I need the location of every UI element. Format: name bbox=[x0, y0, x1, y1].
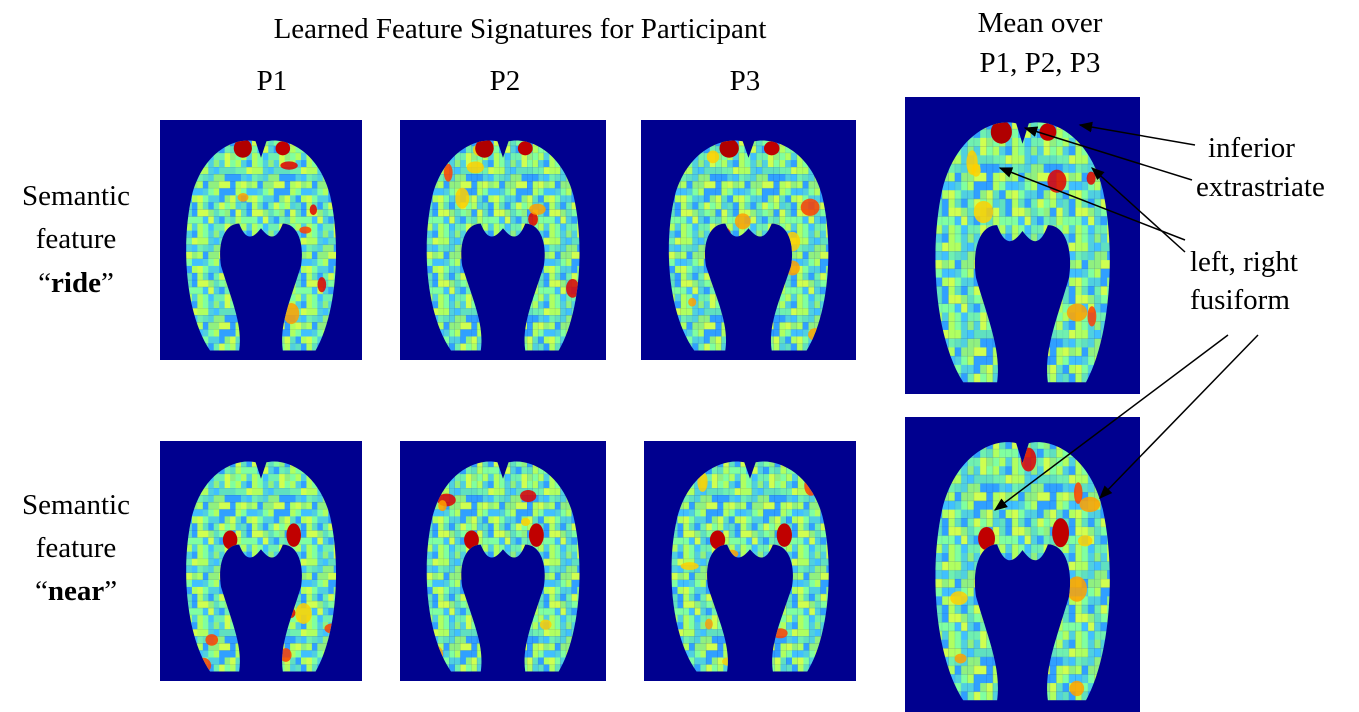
feature-word: near bbox=[48, 575, 105, 607]
brain-panel bbox=[160, 441, 362, 681]
brain-panel bbox=[160, 120, 362, 360]
annotation: fusiform bbox=[1190, 284, 1290, 316]
column-label: P3 bbox=[730, 65, 761, 97]
annotation: extrastriate bbox=[1196, 171, 1325, 203]
brain-panel bbox=[644, 441, 856, 681]
quote: “ bbox=[35, 575, 48, 607]
figure: Learned Feature Signatures for Participa… bbox=[0, 0, 1359, 712]
row-label: “ride” bbox=[38, 267, 114, 299]
row-label: “near” bbox=[35, 575, 117, 607]
brain-panel bbox=[641, 120, 856, 360]
brain-panel bbox=[905, 97, 1140, 394]
brain-panel bbox=[400, 441, 606, 681]
title: Learned Feature Signatures for Participa… bbox=[274, 13, 767, 45]
column-label: P1 bbox=[257, 65, 288, 97]
annotation: left, right bbox=[1190, 246, 1298, 278]
row-label: feature bbox=[36, 532, 117, 564]
brain-panel bbox=[905, 417, 1140, 712]
annotation: inferior bbox=[1208, 132, 1295, 164]
quote: “ bbox=[38, 267, 51, 299]
mean-label: P1, P2, P3 bbox=[980, 47, 1101, 79]
feature-word: ride bbox=[51, 267, 101, 299]
mean-label: Mean over bbox=[978, 7, 1103, 39]
brain-panel bbox=[400, 120, 606, 360]
row-label: feature bbox=[36, 223, 117, 255]
quote: ” bbox=[104, 575, 117, 607]
column-label: P2 bbox=[490, 65, 521, 97]
row-label: Semantic bbox=[22, 489, 130, 521]
quote: ” bbox=[101, 267, 114, 299]
row-label: Semantic bbox=[22, 180, 130, 212]
